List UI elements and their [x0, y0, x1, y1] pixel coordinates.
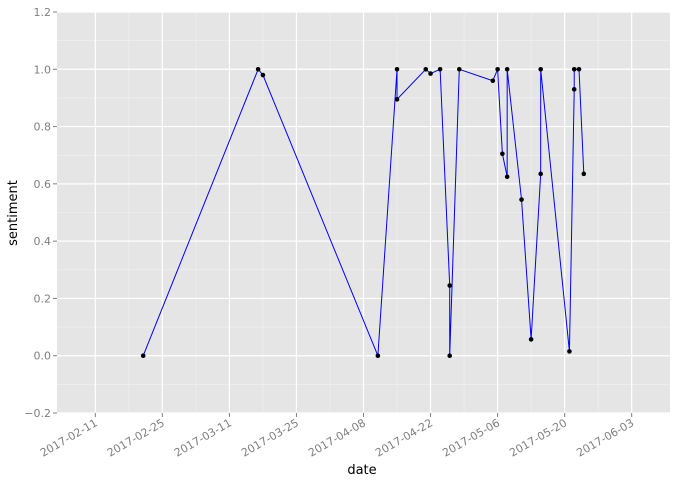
y-axis-title: sentiment	[6, 180, 21, 246]
point	[394, 97, 400, 102]
point	[428, 71, 433, 76]
y-tick-label: −0.2	[24, 407, 51, 420]
point	[394, 66, 400, 72]
point	[581, 171, 587, 177]
x-tick-label: 2017-03-25	[239, 416, 301, 459]
x-tick-label: 2017-05-20	[507, 416, 569, 459]
point	[255, 66, 261, 72]
point	[490, 78, 496, 84]
point	[571, 87, 577, 92]
x-axis-title: date	[347, 463, 376, 478]
y-tick-label: 1.2	[34, 6, 52, 19]
point	[375, 353, 381, 359]
point	[437, 66, 443, 72]
point	[504, 174, 510, 179]
point	[447, 353, 453, 359]
point	[538, 66, 543, 72]
y-tick-label: 1.0	[34, 63, 52, 76]
point	[456, 66, 462, 72]
point	[140, 353, 146, 359]
point	[504, 66, 510, 72]
x-tick-label: 2017-02-11	[38, 416, 100, 459]
y-tick-label: 0.4	[34, 235, 52, 248]
x-tick-label: 2017-05-06	[440, 416, 502, 459]
x-tick-label: 2017-04-22	[373, 416, 435, 459]
point	[528, 337, 534, 342]
y-tick-label: 0.2	[34, 292, 52, 305]
y-tick-label: 0.0	[34, 350, 52, 363]
point	[571, 66, 577, 72]
point	[495, 66, 500, 72]
point	[423, 66, 429, 72]
y-tick-label: 0.8	[34, 121, 52, 134]
point	[519, 197, 524, 202]
point	[567, 349, 572, 354]
x-tick-label: 2017-03-11	[172, 416, 234, 459]
point	[576, 66, 582, 72]
line	[142, 68, 585, 356]
x-tick-label: 2017-02-25	[105, 416, 167, 459]
point	[500, 151, 505, 157]
y-tick-label: 0.6	[34, 178, 52, 191]
point	[260, 72, 266, 78]
x-tick-label: 2017-06-03	[574, 416, 636, 459]
point	[447, 283, 453, 288]
x-tick-label: 2017-04-08	[306, 416, 368, 459]
point	[538, 171, 543, 177]
